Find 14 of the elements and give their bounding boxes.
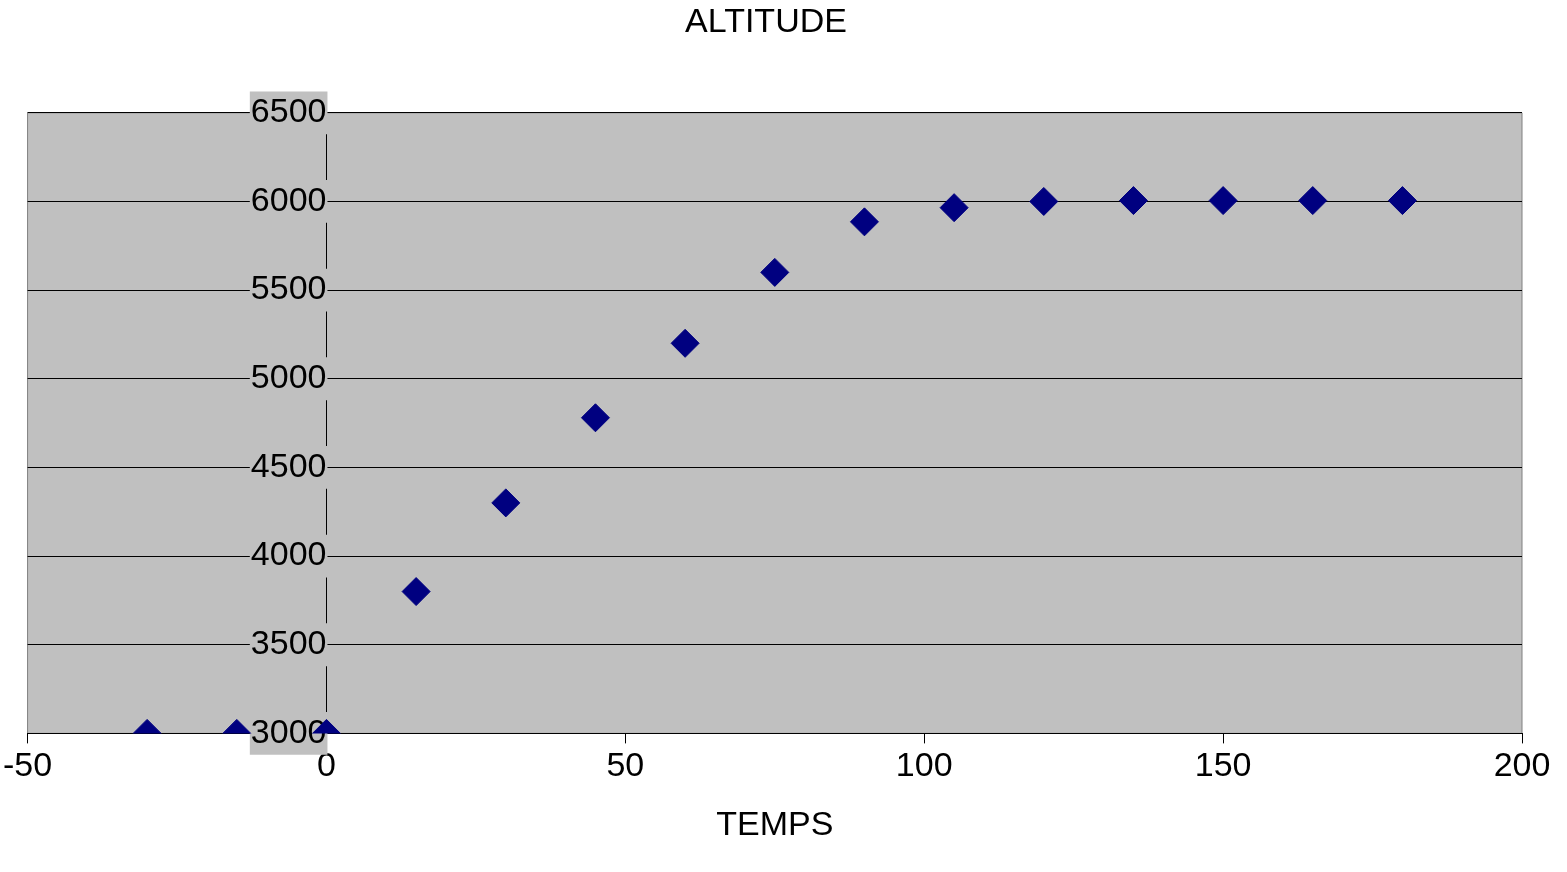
x-tick-label: 200 bbox=[1493, 745, 1551, 784]
y-tick-label: 4500 bbox=[250, 445, 327, 484]
y-tick-label: 3500 bbox=[250, 623, 327, 662]
x-tick-label: 50 bbox=[606, 745, 645, 784]
y-tick-label: 6500 bbox=[250, 91, 327, 130]
x-tick-label: 100 bbox=[895, 745, 953, 784]
x-tick-label: 150 bbox=[1194, 745, 1252, 784]
x-tick-label: -50 bbox=[3, 745, 53, 784]
y-tick-label: 5000 bbox=[250, 357, 327, 396]
y-tick-label: 5500 bbox=[250, 268, 327, 307]
x-axis-title: TEMPS bbox=[716, 803, 834, 842]
y-tick-label: 4000 bbox=[250, 534, 327, 573]
y-tick-label: 6000 bbox=[250, 179, 327, 218]
chart-title: ALTITUDE bbox=[685, 0, 847, 39]
